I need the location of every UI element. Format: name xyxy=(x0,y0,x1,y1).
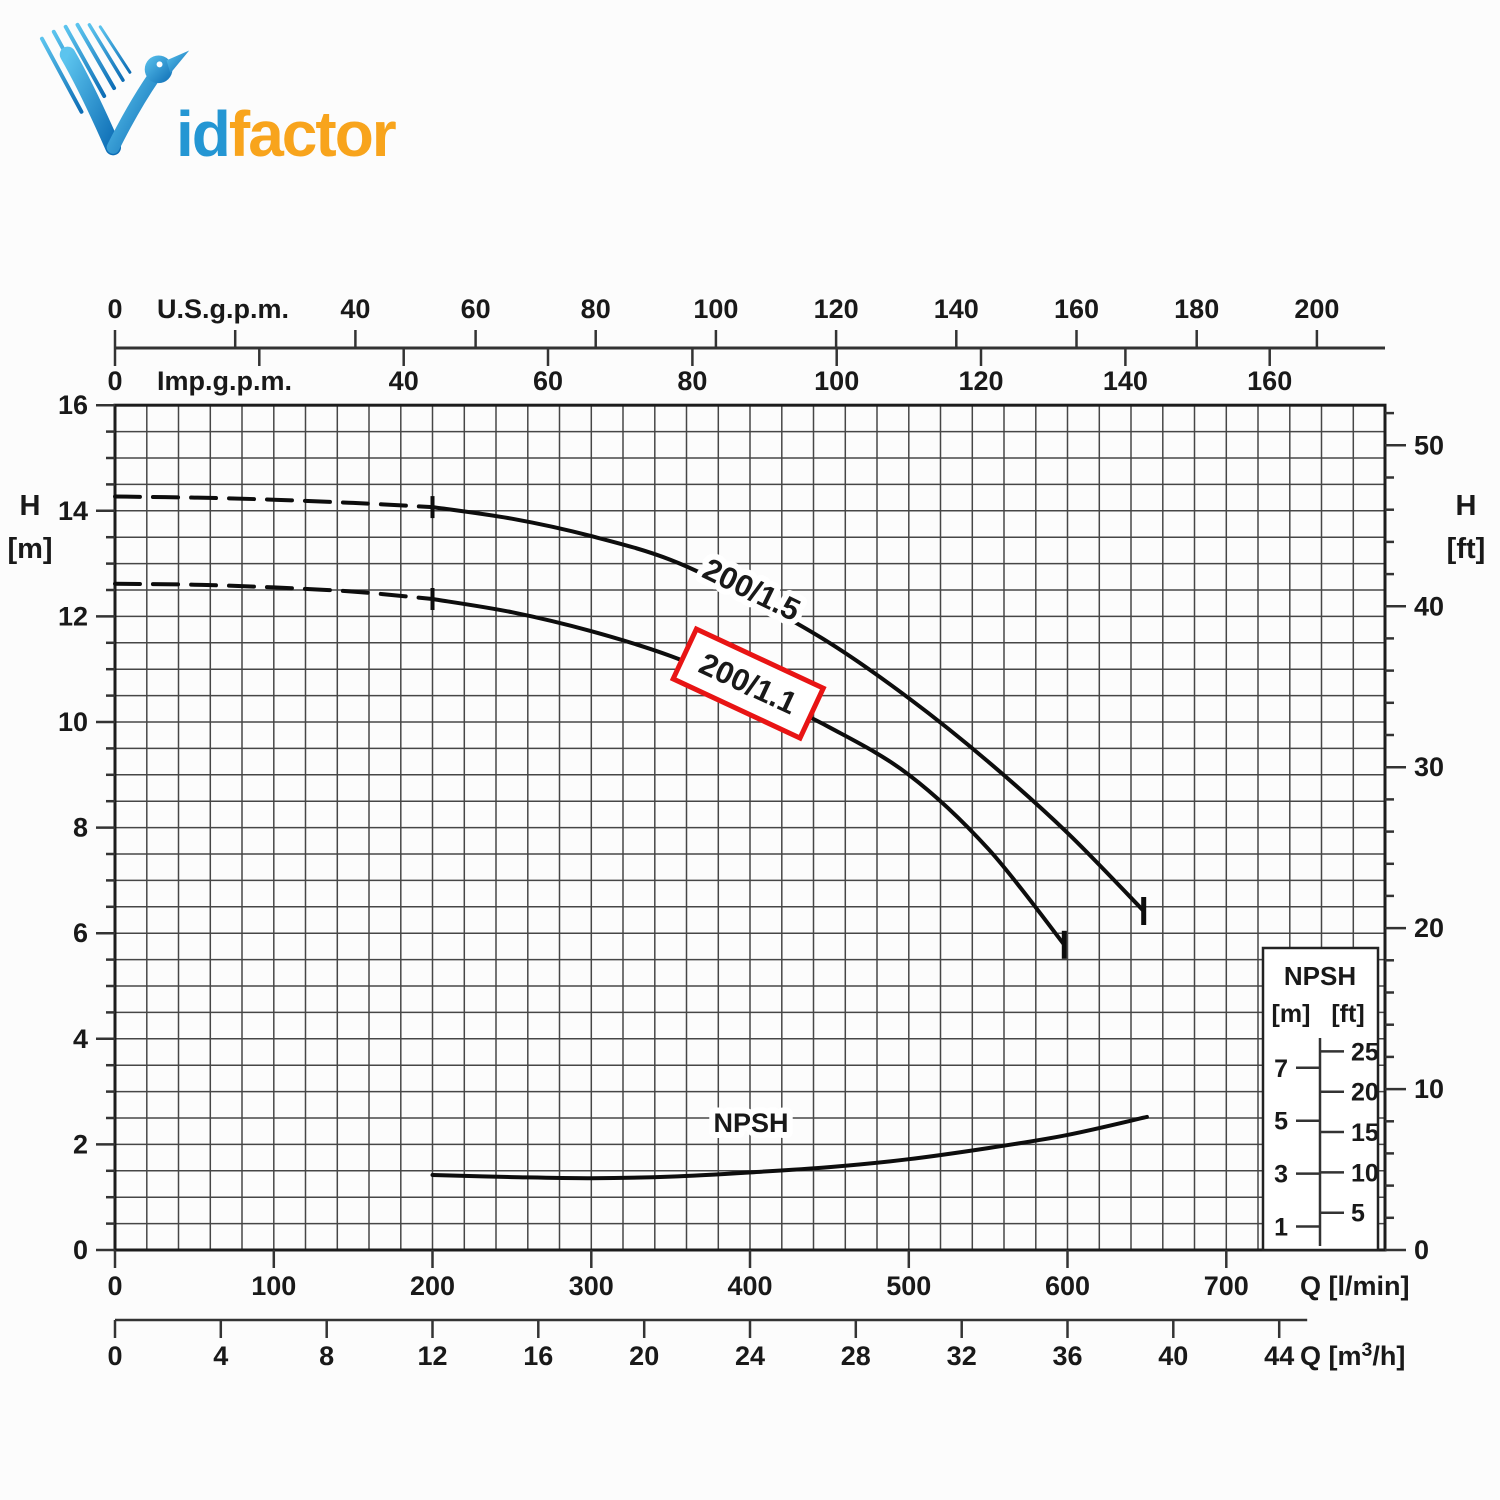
q-lmin-axis: 0 100 200 300 400 500 600 700 Q [l/min] xyxy=(107,1250,1410,1301)
tick-label: 200 xyxy=(410,1271,455,1301)
tick-label: 5 xyxy=(1274,1108,1288,1136)
h-m-axis-unit: [m] xyxy=(7,533,52,565)
tick-label: 15 xyxy=(1351,1119,1379,1147)
tick-label: 40 xyxy=(1158,1341,1188,1371)
npsh-legend: NPSH [m] [ft] 7 5 3 1 25 20 15 10 5 xyxy=(1261,946,1380,1252)
q-m3h-axis: 0 4 8 12 16 20 24 28 32 36 40 44 Q [m3/h] xyxy=(107,1318,1405,1371)
tick-label: 180 xyxy=(1174,294,1219,324)
curve-200-1-5 xyxy=(430,505,1146,913)
tick-label: 3 xyxy=(1274,1161,1288,1189)
tick-label: 160 xyxy=(1054,294,1099,324)
tick-label: 4 xyxy=(73,1024,88,1054)
npsh-legend-unit-ft: [ft] xyxy=(1331,1000,1364,1028)
tick-label: 500 xyxy=(886,1271,931,1301)
tick-label: 60 xyxy=(461,294,491,324)
tick-label: 16 xyxy=(523,1341,553,1371)
tick-label: 700 xyxy=(1204,1271,1249,1301)
tick-label: 600 xyxy=(1045,1271,1090,1301)
series-200-1-1: 200/1.1 xyxy=(113,581,1067,959)
tick-label: 40 xyxy=(1414,591,1444,621)
tick-label: 8 xyxy=(73,813,88,843)
tick-label: 12 xyxy=(58,601,88,631)
tick-label: 120 xyxy=(958,366,1003,396)
tick-label: 16 xyxy=(58,390,88,420)
logo-wordmark: idfactor xyxy=(176,102,397,172)
tick-label: 28 xyxy=(841,1341,871,1371)
logo-text-factor: factor xyxy=(228,98,397,170)
top-gpm-axis: 0 40 60 80 100 120 140 160 180 200 U.S.g.p.m. 0 40 60… xyxy=(107,294,1385,396)
tick-label: 25 xyxy=(1351,1038,1379,1066)
h-ft-axis-unit: [ft] xyxy=(1447,533,1486,565)
vidfactor-bird-icon xyxy=(39,22,190,156)
tick-label: 7 xyxy=(1274,1055,1288,1083)
curve-200-1-5-dashed xyxy=(113,494,435,510)
tick-label: 300 xyxy=(569,1271,614,1301)
tick-label: 40 xyxy=(389,366,419,396)
tick-label: 24 xyxy=(735,1341,765,1371)
series-npsh: NPSH xyxy=(430,1102,1149,1181)
series-200-1-5: 200/1.5 xyxy=(113,494,1147,925)
tick-label: 8 xyxy=(319,1341,334,1371)
tick-label: 0 xyxy=(107,366,122,396)
tick-label: 100 xyxy=(814,366,859,396)
tick-label: 20 xyxy=(1414,913,1444,943)
tick-label: 30 xyxy=(1414,752,1444,782)
tick-label: 4 xyxy=(213,1341,228,1371)
tick-label: 10 xyxy=(58,707,88,737)
tick-label: 100 xyxy=(693,294,738,324)
tick-label: 1 xyxy=(1274,1214,1288,1242)
tick-label: 0 xyxy=(73,1235,88,1265)
highlight-box xyxy=(669,625,827,742)
q-lmin-axis-title: Q [l/min] xyxy=(1300,1271,1410,1301)
tick-label: 2 xyxy=(73,1129,88,1159)
tick-label: 200 xyxy=(1294,294,1339,324)
tick-label: 0 xyxy=(1414,1235,1429,1265)
npsh-legend-unit-m: [m] xyxy=(1272,1000,1311,1028)
us-gpm-axis-title: U.S.g.p.m. xyxy=(157,294,289,324)
tick-label: 140 xyxy=(934,294,979,324)
tick-label: 0 xyxy=(107,1271,122,1301)
h-m-axis: 16 14 12 10 8 6 4 2 0 H [m] xyxy=(7,390,115,1265)
tick-label: 40 xyxy=(340,294,370,324)
tick-label: 10 xyxy=(1351,1159,1379,1187)
vidfactor-logo: idfactor xyxy=(38,20,397,172)
tick-label: 80 xyxy=(677,366,707,396)
tick-label: 6 xyxy=(73,918,88,948)
npsh-legend-title: NPSH xyxy=(1284,961,1356,991)
q-m3h-axis-title: Q [m3/h] xyxy=(1300,1339,1405,1371)
tick-label: 100 xyxy=(251,1271,296,1301)
tick-label: 44 xyxy=(1264,1341,1294,1371)
tick-label: 60 xyxy=(533,366,563,396)
imp-gpm-axis-title: Imp.g.p.m. xyxy=(157,366,292,396)
tick-label: 20 xyxy=(629,1341,659,1371)
tick-label: 5 xyxy=(1351,1200,1365,1228)
tick-label: 14 xyxy=(58,496,88,526)
curve-npsh xyxy=(430,1114,1149,1181)
tick-label: 32 xyxy=(947,1341,977,1371)
tick-label: 400 xyxy=(727,1271,772,1301)
curve-label-npsh: NPSH xyxy=(713,1108,788,1138)
h-ft-axis: 50 40 30 20 10 0 H [ft] xyxy=(1385,411,1486,1265)
tick-label: 12 xyxy=(417,1341,447,1371)
tick-label: 0 xyxy=(107,294,122,324)
tick-label: 50 xyxy=(1414,430,1444,460)
h-ft-axis-title: H xyxy=(1456,490,1477,522)
curve-200-1-1-dashed xyxy=(113,581,435,601)
tick-label: 140 xyxy=(1103,366,1148,396)
tick-label: 160 xyxy=(1247,366,1292,396)
tick-label: 10 xyxy=(1414,1074,1444,1104)
logo-text-id: id xyxy=(176,98,231,170)
tick-label: 80 xyxy=(581,294,611,324)
tick-label: 36 xyxy=(1052,1341,1082,1371)
h-m-axis-title: H xyxy=(20,490,41,522)
tick-label: 120 xyxy=(814,294,859,324)
tick-label: 0 xyxy=(107,1341,122,1371)
tick-label: 20 xyxy=(1351,1079,1379,1107)
